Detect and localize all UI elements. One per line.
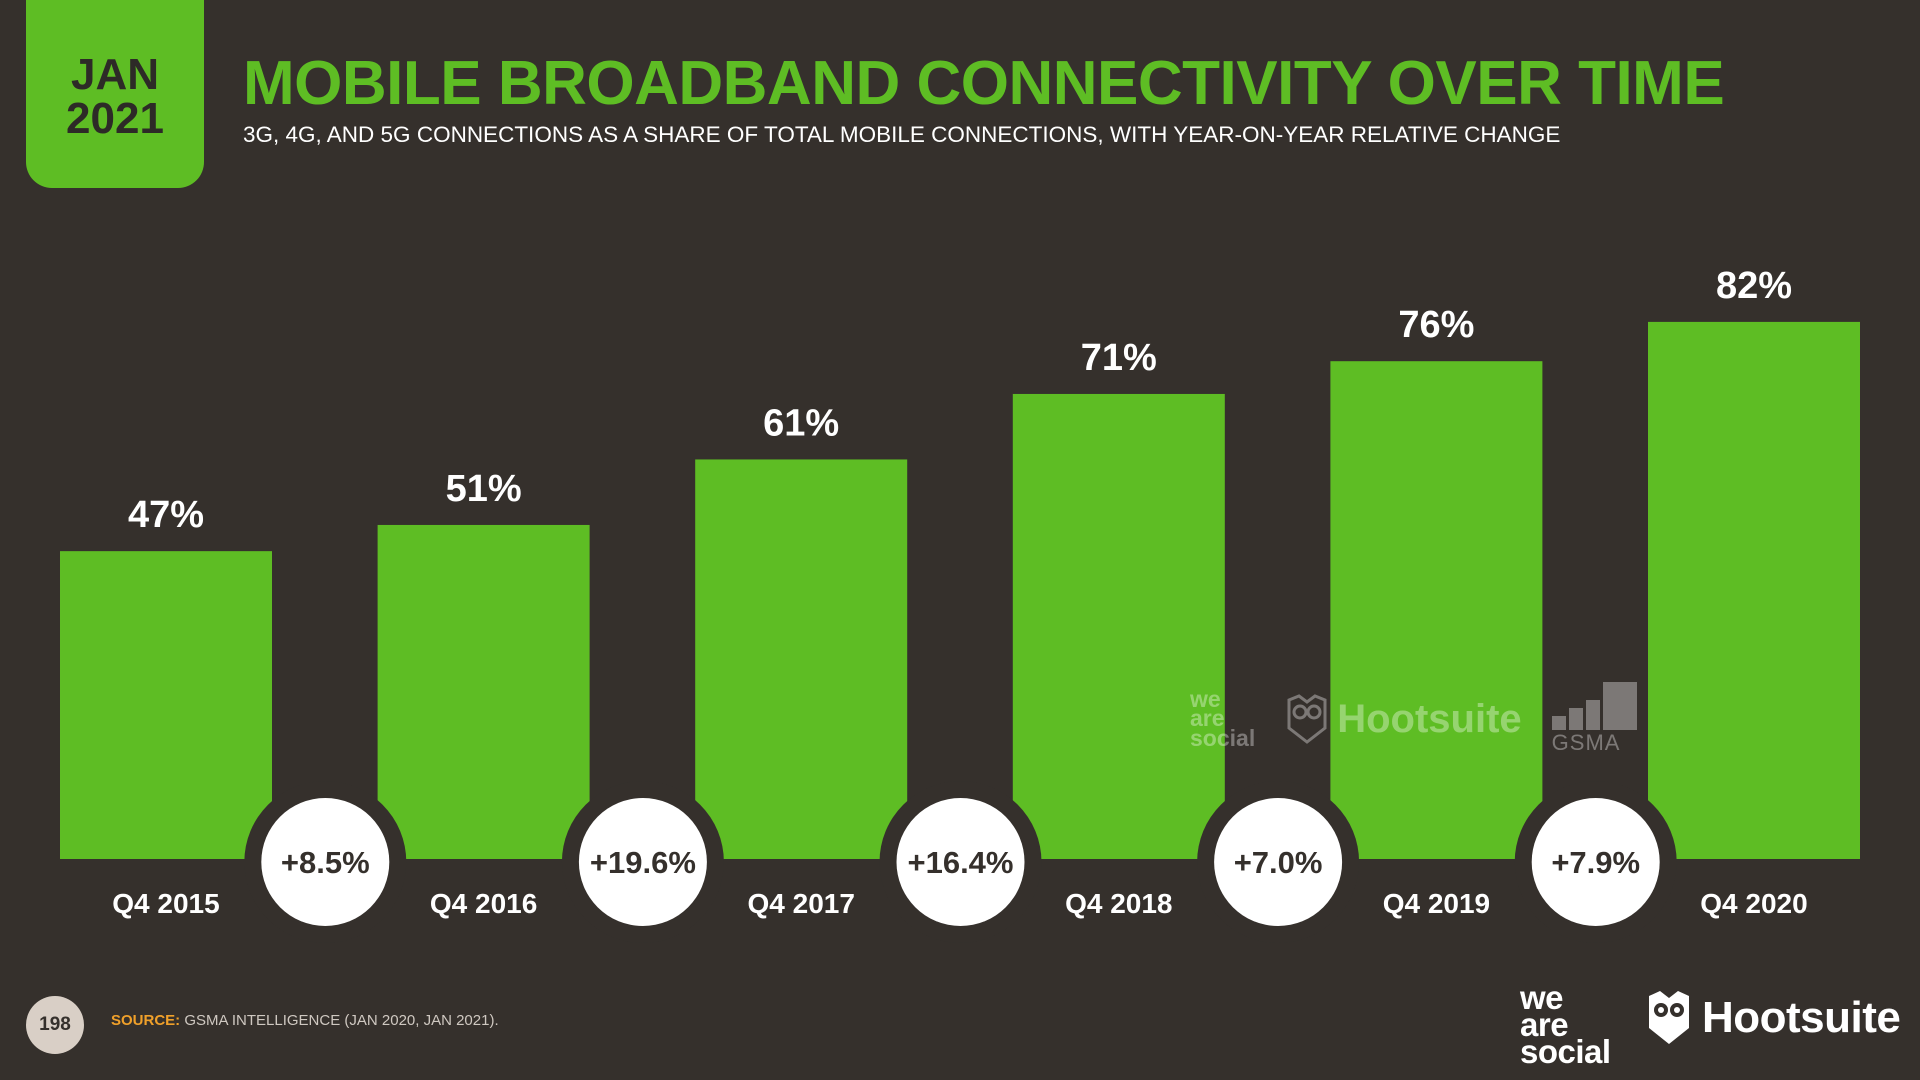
watermark-hootsuite-logo: Hootsuite [1285, 694, 1522, 744]
source-label: SOURCE: [111, 1012, 181, 1029]
source-text: GSMA INTELLIGENCE (JAN 2020, JAN 2021). [184, 1012, 499, 1029]
change-bubble [1214, 798, 1343, 926]
we-are-social-logo: we are social [1520, 979, 1611, 1071]
category-label: Q4 2018 [1065, 888, 1172, 919]
bar [1012, 393, 1225, 859]
page-title: MOBILE BROADBAND CONNECTIVITY OVER TIME [243, 49, 1725, 118]
page-subtitle: 3G, 4G, AND 5G CONNECTIONS AS A SHARE OF… [243, 122, 1561, 147]
owl-icon [1649, 991, 1689, 1044]
change-bubble [578, 798, 707, 926]
value-label: 61% [763, 402, 839, 444]
source-note: SOURCE: GSMA INTELLIGENCE (JAN 2020, JAN… [111, 1012, 499, 1029]
value-label: 82% [1716, 265, 1792, 307]
change-label: +8.5% [281, 845, 370, 880]
watermark-we-are-social-logo: we are social [1190, 685, 1256, 751]
hootsuite-logo: Hootsuite [1646, 990, 1901, 1046]
watermark-gsma-logo: GSMA [1551, 682, 1637, 756]
change-label: +19.6% [590, 845, 696, 880]
change-bubble [896, 798, 1025, 926]
change-bubble [1531, 798, 1660, 926]
date-year: 2021 [66, 94, 164, 143]
owl-icon [1287, 694, 1327, 744]
bar [695, 459, 908, 859]
change-label: +7.0% [1234, 845, 1323, 880]
category-label: Q4 2019 [1383, 888, 1490, 919]
change-label: +16.4% [907, 845, 1013, 880]
page-number: 198 [26, 996, 84, 1054]
value-label: 51% [446, 468, 522, 510]
category-label: Q4 2020 [1700, 888, 1807, 919]
date-badge: JAN 2021 [26, 0, 204, 188]
category-label: Q4 2015 [112, 888, 219, 919]
category-label: Q4 2017 [747, 888, 854, 919]
value-label: 47% [128, 494, 204, 536]
bar [1330, 361, 1543, 859]
category-label: Q4 2016 [430, 888, 537, 919]
change-bubble [261, 798, 390, 926]
date-month: JAN [70, 50, 160, 99]
bar [1648, 321, 1860, 859]
change-label: +7.9% [1551, 845, 1640, 880]
value-label: 71% [1081, 337, 1157, 379]
bar-chart: 47% Q4 2015 51% Q4 2016 61% Q4 2017 71% Q4 2018… [60, 264, 1860, 926]
bar [377, 524, 590, 859]
value-label: 76% [1398, 304, 1474, 346]
bar [60, 551, 272, 859]
watermark: we are social Hootsuite GSMA [1190, 682, 1710, 756]
